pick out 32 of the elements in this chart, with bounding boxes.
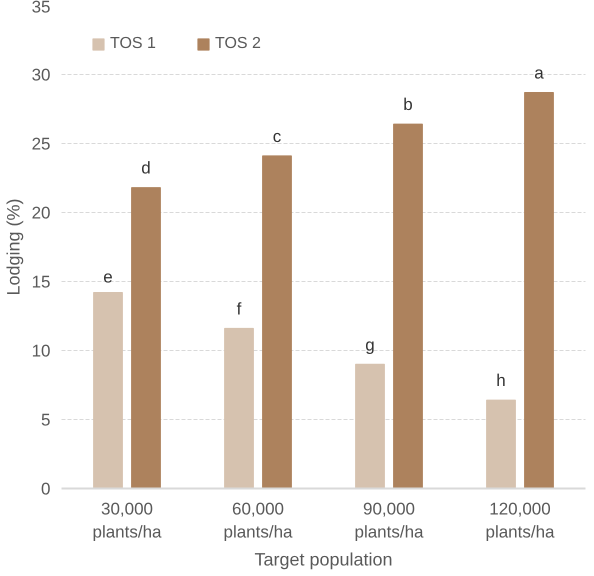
y-tick-label: 20 [32,204,51,222]
bar [355,364,385,488]
annotation: c [272,126,282,146]
x-axis-title: Target population [254,549,393,570]
annotation: d [141,158,151,178]
y-tick-label: 15 [32,272,51,292]
bar [224,328,254,488]
annotation: b [403,95,413,114]
y-tick-label: 30 [32,66,51,84]
annotation: h [496,371,506,390]
bar [393,124,423,488]
x-tick-label: 30,000 plants/ha [92,500,162,542]
bar [93,292,123,488]
y-tick-label: 35 [32,0,51,16]
bar [131,187,161,488]
bar [262,155,292,488]
y-tick-label: 5 [41,410,51,430]
x-tick-label: 90,000 plants/ha [354,500,424,542]
y-tick-label: 25 [32,134,51,154]
legend-label: TOS 2 [214,35,261,53]
annotation: e [103,268,113,287]
y-tick-label: 0 [41,480,51,498]
bar [486,400,516,488]
y-tick-label: 10 [32,342,51,360]
x-tick-label: 60,000 plants/ha [224,500,294,542]
legend-label: TOS 1 [110,35,156,53]
annotation: a [534,63,544,82]
annotation: f [236,299,242,318]
x-tick-label: 120,000 plants/ha [486,500,556,542]
annotation: g [365,335,375,354]
bar [524,92,554,488]
y-axis-title: Lodging (%) [4,198,24,296]
